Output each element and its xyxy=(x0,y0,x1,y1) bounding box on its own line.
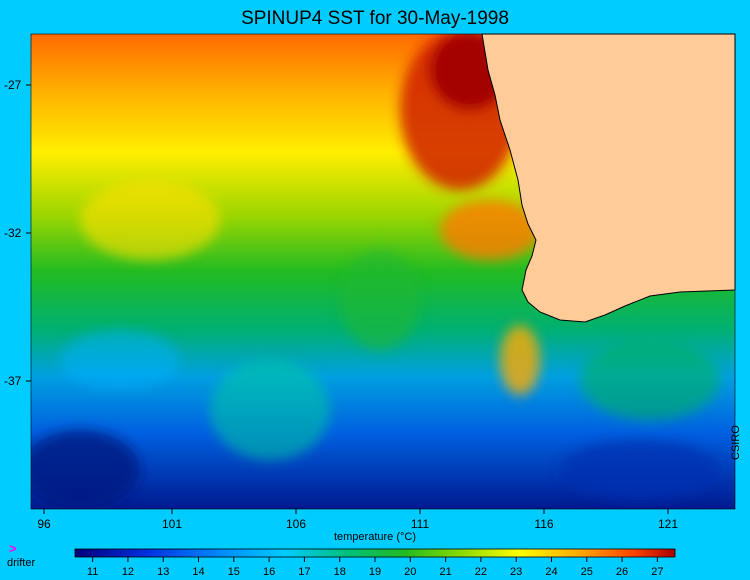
drifter-label: drifter xyxy=(7,557,36,569)
x-tick-label: 96 xyxy=(37,517,51,531)
y-tick-label: -32 xyxy=(4,226,22,240)
x-tick-label: 111 xyxy=(410,517,430,531)
australia-landmass xyxy=(481,33,736,323)
colorbar-tick-label: 23 xyxy=(510,566,523,578)
axis-ticks xyxy=(26,84,669,514)
drifter-icon: > xyxy=(9,541,17,556)
colorbar-tick-label: 12 xyxy=(121,566,135,578)
x-tick-label: 101 xyxy=(161,517,183,531)
x-tick-label: 116 xyxy=(534,517,554,531)
y-tick-label: -27 xyxy=(4,78,22,92)
map-title: SPINUP4 SST for 30-May-1998 xyxy=(241,8,509,29)
colorbar-ticks xyxy=(92,557,658,562)
colorbar-tick-label: 11 xyxy=(86,566,99,578)
x-tick-label: 106 xyxy=(285,517,307,531)
colorbar-tick-label: 18 xyxy=(333,566,346,578)
colorbar-tick-label: 19 xyxy=(368,566,382,578)
colorbar-tick-label: 13 xyxy=(157,566,170,578)
colorbar-tick-label: 25 xyxy=(580,566,593,578)
colorbar-tick-label: 24 xyxy=(545,566,558,578)
colorbar-tick-label: 21 xyxy=(439,566,452,578)
colorbar-tick-label: 27 xyxy=(651,566,664,578)
axis-label-temperature: temperature (°C) xyxy=(333,531,417,543)
colorbar-tick-label: 17 xyxy=(298,566,311,578)
colorbar-tick-label: 16 xyxy=(262,566,276,578)
y-tick-label: -37 xyxy=(4,374,22,388)
colorbar-tick-label: 15 xyxy=(227,566,240,578)
colorbar-tick-label: 22 xyxy=(474,566,487,578)
colorbar-tick-label: 26 xyxy=(615,566,629,578)
colorbar-ramp xyxy=(74,548,676,558)
colorbar-tick-label: 20 xyxy=(404,566,417,578)
x-tick-label: 121 xyxy=(657,517,679,531)
colorbar-tick-label: 14 xyxy=(192,566,205,578)
